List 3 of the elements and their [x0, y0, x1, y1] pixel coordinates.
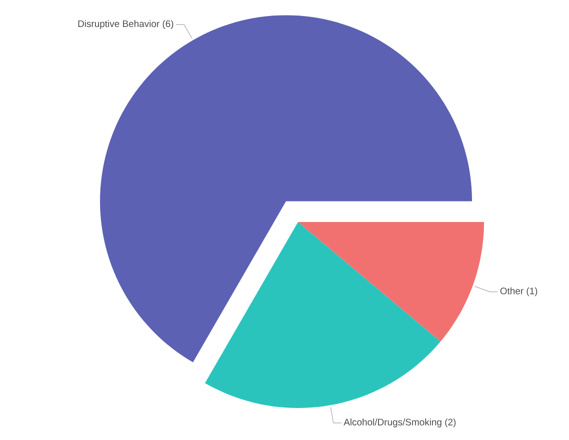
- slice-label: Disruptive Behavior (6): [78, 20, 174, 29]
- slice-label: Other (1): [500, 287, 538, 296]
- slice-label: Alcohol/Drugs/Smoking (2): [344, 418, 456, 428]
